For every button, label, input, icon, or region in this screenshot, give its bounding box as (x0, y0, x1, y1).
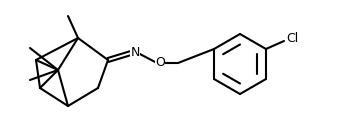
Text: Cl: Cl (286, 33, 298, 45)
Text: O: O (155, 56, 165, 70)
Text: N: N (130, 46, 140, 60)
